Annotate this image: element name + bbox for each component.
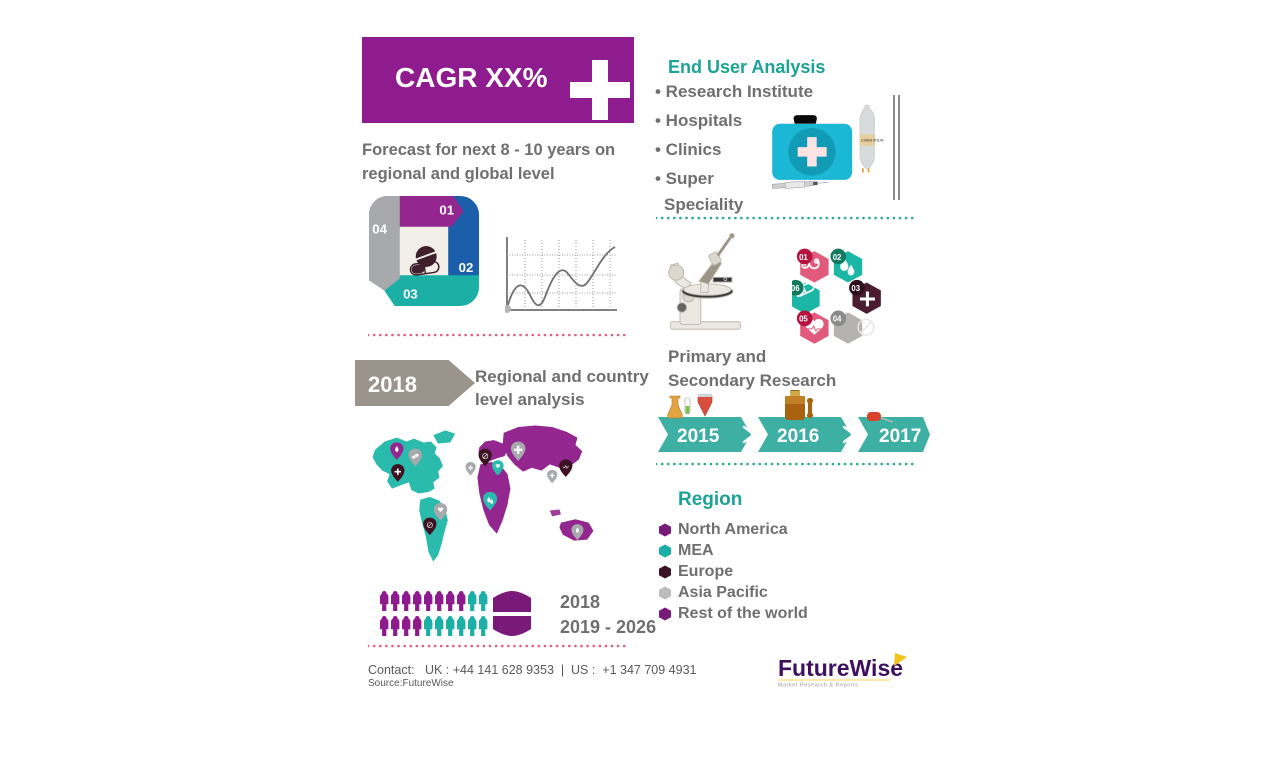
svg-text:05: 05 <box>799 315 808 324</box>
svg-text:02: 02 <box>459 260 474 275</box>
svg-text:03: 03 <box>851 284 860 293</box>
svg-text:Market Research & Reports: Market Research & Reports <box>778 683 858 689</box>
svg-text:03: 03 <box>403 286 418 301</box>
svg-text:04: 04 <box>833 315 842 324</box>
svg-text:04: 04 <box>372 221 387 236</box>
svg-text:2017: 2017 <box>879 426 921 447</box>
svg-text:2016: 2016 <box>777 426 819 447</box>
svg-text:FutureWise: FutureWise <box>778 655 903 681</box>
svg-text:02: 02 <box>833 253 842 262</box>
svg-text:2015: 2015 <box>677 426 720 447</box>
svg-text:01: 01 <box>799 253 808 262</box>
svg-text:01: 01 <box>439 203 454 218</box>
svg-text:06: 06 <box>792 284 800 293</box>
svg-text:LOREM IPSUM: LOREM IPSUM <box>861 138 884 142</box>
